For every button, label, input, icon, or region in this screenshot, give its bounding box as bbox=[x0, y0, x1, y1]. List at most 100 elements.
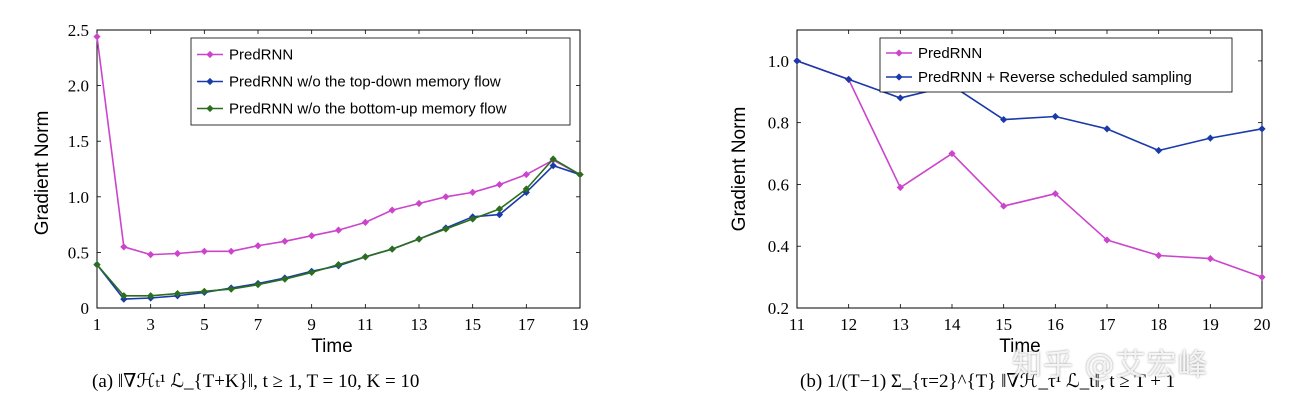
data-point bbox=[281, 275, 289, 283]
data-point bbox=[415, 235, 423, 243]
legend-label: PredRNN bbox=[229, 47, 293, 64]
data-point bbox=[120, 292, 128, 300]
y-tick-label: 1.0 bbox=[768, 52, 789, 71]
data-point bbox=[308, 268, 316, 277]
x-tick-label: 19 bbox=[1202, 315, 1219, 334]
caption-b: (b) 1/(T−1) Σ_{τ=2}^{T} ‖∇ℋ_τ¹ ℒ_t‖, t ≥… bbox=[800, 370, 1175, 393]
data-point bbox=[1103, 236, 1111, 244]
data-point bbox=[1103, 125, 1111, 133]
data-point bbox=[469, 188, 477, 196]
y-tick-label: 0 bbox=[81, 299, 90, 318]
x-tick-label: 14 bbox=[944, 315, 962, 334]
data-point bbox=[415, 199, 423, 208]
legend-label: PredRNN + Reverse scheduled sampling bbox=[918, 69, 1192, 86]
plot-frame bbox=[796, 29, 1263, 309]
data-point bbox=[388, 245, 396, 253]
data-point bbox=[442, 225, 450, 233]
x-tick-label: 15 bbox=[995, 315, 1012, 334]
x-tick-label: 11 bbox=[789, 315, 805, 334]
data-point bbox=[308, 232, 316, 240]
data-point bbox=[361, 253, 369, 261]
data-point bbox=[1155, 146, 1163, 155]
data-point bbox=[793, 57, 801, 65]
data-point bbox=[334, 226, 343, 234]
data-point bbox=[1206, 134, 1214, 142]
x-tick-label: 1 bbox=[93, 315, 102, 334]
x-tick-label: 19 bbox=[572, 315, 589, 334]
data-point bbox=[1000, 202, 1008, 210]
legend-box bbox=[190, 37, 571, 126]
x-tick-label: 11 bbox=[357, 315, 373, 334]
legend: PredRNN PredRNN + Reverse scheduled sampl… bbox=[879, 37, 1233, 93]
y-tick-label: 0.5 bbox=[68, 243, 89, 262]
caption-b-text: (b) 1/(T−1) Σ_{τ=2}^{T} ‖∇ℋ_τ¹ ℒ_t‖, t ≥… bbox=[800, 371, 1176, 392]
data-point bbox=[334, 261, 343, 269]
x-tick-label: 17 bbox=[518, 315, 536, 334]
legend-swatch-marker bbox=[895, 49, 903, 57]
data-point bbox=[1206, 254, 1214, 263]
x-tick-label: 13 bbox=[411, 315, 428, 334]
data-point bbox=[549, 162, 557, 170]
data-point bbox=[200, 247, 208, 255]
data-point bbox=[1051, 190, 1059, 198]
data-point bbox=[845, 75, 853, 84]
plot-frame bbox=[96, 29, 581, 309]
caption-a: (a) ‖∇ℋₜ¹ ℒ_{T+K}‖, t ≥ 1, T = 10, K = 1… bbox=[92, 370, 419, 393]
x-tick-label: 7 bbox=[254, 315, 263, 334]
x-tick-label: 17 bbox=[1099, 315, 1117, 334]
data-point bbox=[1258, 273, 1266, 281]
legend-item: PredRNN bbox=[197, 47, 293, 64]
legend: PredRNN PredRNN w/o the top-down memory f… bbox=[190, 37, 571, 126]
data-point bbox=[227, 285, 235, 293]
y-tick-label: 1.0 bbox=[68, 188, 89, 207]
data-point bbox=[281, 237, 289, 245]
data-point bbox=[254, 281, 262, 289]
data-point bbox=[93, 261, 101, 269]
y-axis-label: Gradient Norm bbox=[729, 107, 750, 232]
chart-gradient-norm-a: 1 3 5 7 9 11 13 15 17 1900.51.01.52.02.5TimeGradi… bbox=[32, 21, 589, 357]
legend-swatch-marker bbox=[895, 73, 903, 81]
x-tick-label: 9 bbox=[307, 315, 316, 334]
x-tick-label: 5 bbox=[200, 315, 209, 334]
x-tick-label: 18 bbox=[1150, 315, 1167, 334]
data-point bbox=[120, 243, 128, 251]
x-axis-label: Time bbox=[311, 336, 353, 357]
chart-gradient-norm-b: 11 12 13 14 15 16 17 18 19 20 0.2 0.4 0.6 0.8 1.0 Time G… bbox=[729, 29, 1271, 357]
data-point bbox=[522, 185, 530, 193]
data-point bbox=[948, 149, 956, 158]
series-0 bbox=[93, 33, 584, 259]
legend-swatch-marker bbox=[206, 50, 214, 59]
y-tick-label: 1.5 bbox=[68, 132, 89, 151]
y-tick-label: 2.5 bbox=[68, 21, 89, 40]
data-point bbox=[469, 215, 477, 223]
data-point bbox=[254, 242, 262, 250]
y-axis-label: Gradient Norm bbox=[32, 111, 53, 236]
data-point bbox=[495, 180, 504, 189]
legend-item: PredRNN + Reverse scheduled sampling bbox=[886, 69, 1192, 86]
x-tick-label: 20 bbox=[1254, 315, 1271, 334]
legend-item: PredRNN w/o the top-down memory flow bbox=[197, 74, 501, 91]
data-point bbox=[361, 218, 369, 226]
y-tick-label: 0.2 bbox=[768, 299, 789, 318]
data-point bbox=[576, 170, 584, 179]
caption-a-text: (a) ‖∇ℋₜ¹ ℒ_{T+K}‖, t ≥ 1, T = 10, K = 1… bbox=[92, 371, 420, 392]
x-tick-label: 12 bbox=[840, 315, 857, 334]
data-point bbox=[388, 206, 396, 214]
data-point bbox=[147, 292, 155, 300]
data-point bbox=[1000, 115, 1008, 124]
data-point bbox=[200, 287, 208, 295]
y-tick-label: 0.6 bbox=[768, 175, 789, 194]
y-tick-label: 0.4 bbox=[768, 237, 790, 256]
data-point bbox=[442, 193, 450, 201]
legend-swatch-marker bbox=[206, 77, 214, 86]
data-point bbox=[522, 170, 530, 179]
data-point bbox=[173, 249, 182, 258]
data-point bbox=[173, 289, 182, 298]
legend-label: PredRNN bbox=[918, 45, 982, 62]
legend-item: PredRNN bbox=[886, 45, 982, 62]
data-point bbox=[549, 155, 557, 163]
x-axis-label: Time bbox=[999, 336, 1041, 357]
x-tick-label: 3 bbox=[146, 315, 155, 334]
legend-swatch-marker bbox=[206, 104, 214, 113]
y-tick-label: 2.0 bbox=[68, 77, 89, 96]
